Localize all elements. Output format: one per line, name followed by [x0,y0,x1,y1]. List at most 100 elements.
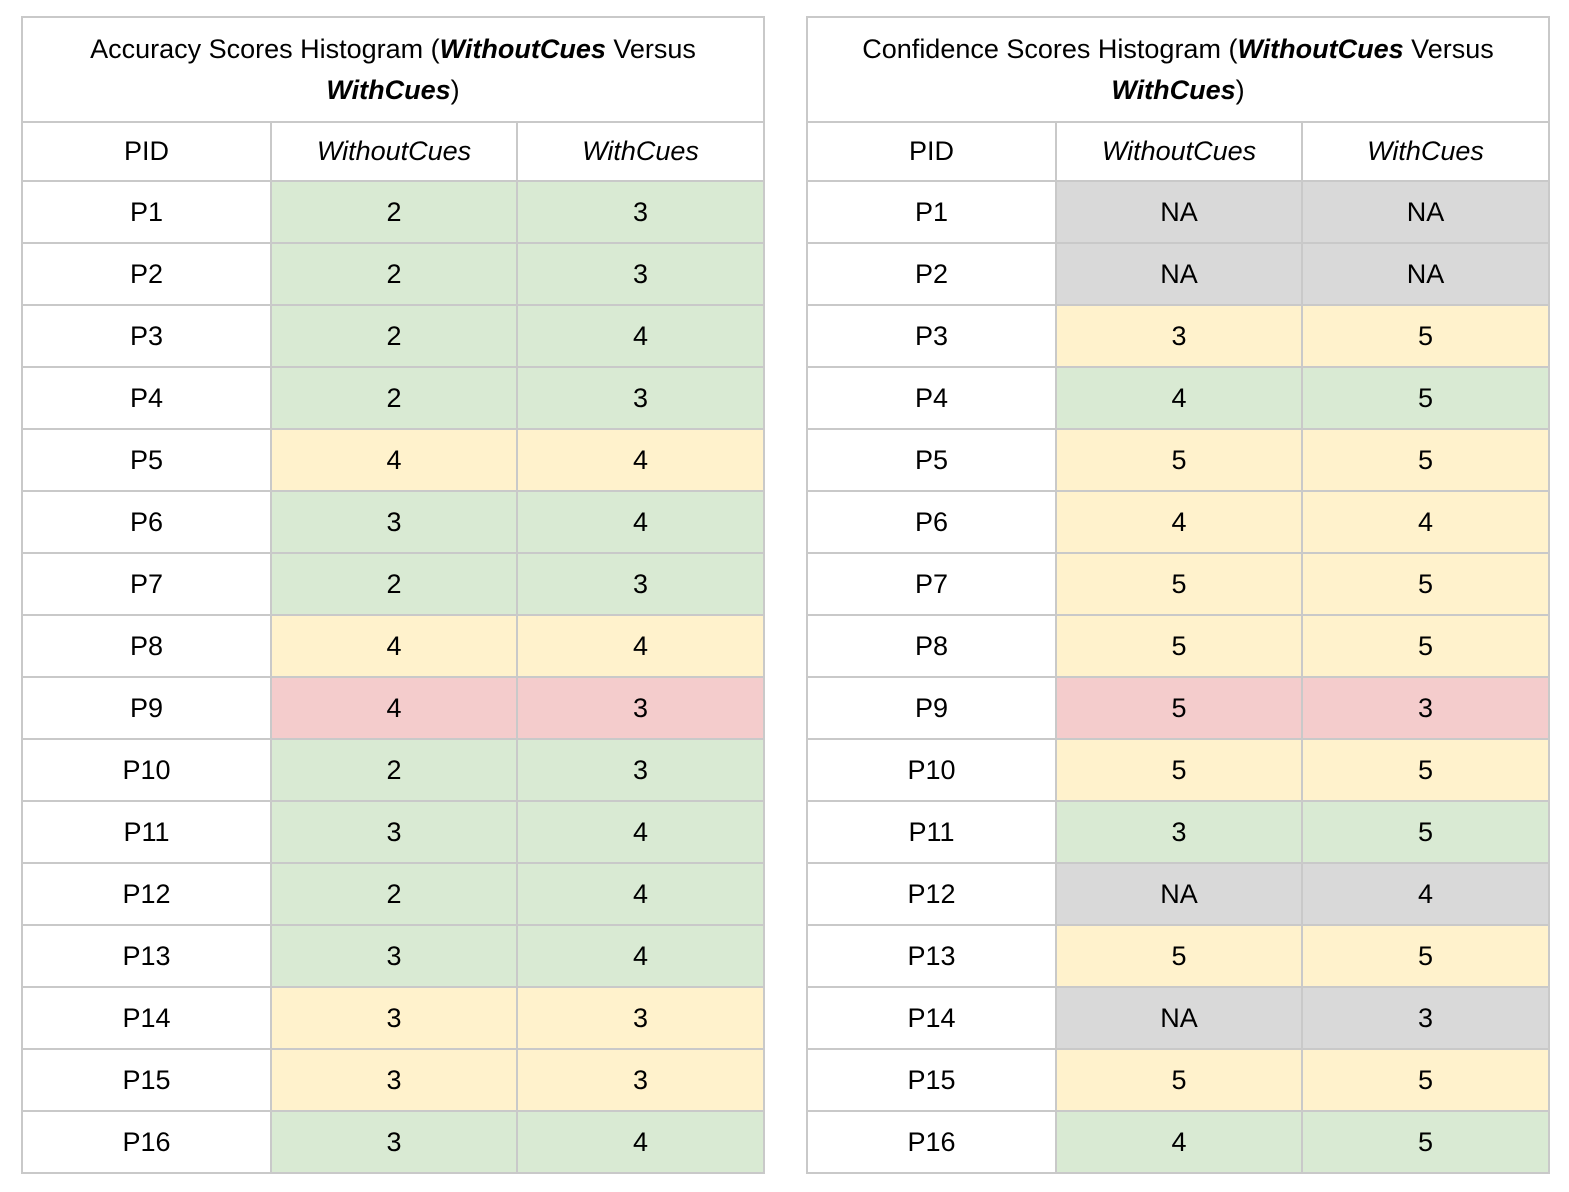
column-header-withcues: WithCues [516,121,765,182]
with-cues-value-cell: 4 [516,862,765,926]
confidence-table-body: P1 NA NA P2 NA NA P3 3 5 P4 4 5 P5 5 5 P6 4 4 P7 5 5 P8 5 5 P9 5 3… [806,180,1551,1174]
column-header-withoutcues: WithoutCues [270,121,518,182]
title-close-paren: ) [450,74,460,105]
without-cues-value-cell: 3 [270,986,518,1050]
with-cues-value-cell: 5 [1300,304,1551,368]
without-cues-value-cell: 5 [1055,738,1303,802]
without-cues-value-cell: 2 [270,304,518,368]
without-cues-value-cell: 2 [270,862,518,926]
without-cues-value-cell: 3 [270,924,518,988]
pid-cell: P15 [806,1048,1057,1112]
pid-cell: P5 [21,428,272,492]
confidence-table-title: Confidence Scores Histogram (WithoutCues… [805,16,1551,123]
without-cues-value-cell: 3 [1055,800,1303,864]
with-cues-value-cell: NA [1300,180,1551,244]
with-cues-value-cell: 4 [516,490,765,554]
without-cues-value-cell: 4 [1055,1110,1303,1174]
without-cues-value-cell: 2 [270,738,518,802]
confidence-header-row: PID WithoutCues WithCues [806,121,1551,182]
without-cues-value-cell: 5 [1055,676,1303,740]
with-cues-value-cell: 3 [516,738,765,802]
with-cues-value-cell: 5 [1300,1048,1551,1112]
without-cues-value-cell: 4 [1055,490,1303,554]
pid-cell: P6 [806,490,1057,554]
without-cues-value-cell: 2 [270,552,518,616]
column-header-pid: PID [21,121,272,182]
without-cues-value-cell: 4 [270,428,518,492]
title-withcues: WithCues [326,74,451,105]
column-header-pid: PID [806,121,1057,182]
with-cues-value-cell: 5 [1300,428,1551,492]
with-cues-value-cell: 4 [516,614,765,678]
pid-cell: P5 [806,428,1057,492]
without-cues-value-cell: 5 [1055,428,1303,492]
with-cues-value-cell: 5 [1300,924,1551,988]
table-row-p1: P1 NA NA [806,180,1551,244]
pid-cell: P15 [21,1048,272,1112]
without-cues-value-cell: 2 [270,242,518,306]
pid-cell: P14 [806,986,1057,1050]
accuracy-title-row: Accuracy Scores Histogram (WithoutCues V… [21,16,765,123]
with-cues-value-cell: NA [1300,242,1551,306]
without-cues-value-cell: NA [1055,986,1303,1050]
without-cues-value-cell: NA [1055,242,1303,306]
column-header-withcues: WithCues [1300,121,1551,182]
with-cues-value-cell: 5 [1300,800,1551,864]
pid-cell: P4 [806,366,1057,430]
with-cues-value-cell: 3 [516,180,765,244]
title-text: Confidence Scores Histogram ( [862,34,1238,64]
pid-cell: P1 [806,180,1057,244]
without-cues-value-cell: 3 [270,1048,518,1112]
with-cues-value-cell: 5 [1300,614,1551,678]
with-cues-value-cell: 3 [1300,986,1551,1050]
with-cues-value-cell: 3 [516,242,765,306]
with-cues-value-cell: 4 [516,924,765,988]
table-row-p14: P14 NA 3 [806,986,1551,1050]
pid-cell: P16 [806,1110,1057,1174]
with-cues-value-cell: 3 [516,1048,765,1112]
pid-cell: P2 [806,242,1057,306]
pid-cell: P2 [21,242,272,306]
pid-cell: P7 [806,552,1057,616]
table-row-p12: P12 2 4 [21,862,765,926]
pid-cell: P16 [21,1110,272,1174]
title-close-paren: ) [1235,74,1245,105]
table-row-p10: P10 5 5 [806,738,1551,802]
pid-cell: P14 [21,986,272,1050]
table-row-p15: P15 5 5 [806,1048,1551,1112]
table-row-p5: P5 4 4 [21,428,765,492]
table-row-p16: P16 3 4 [21,1110,765,1174]
accuracy-scores-table: Accuracy Scores Histogram (WithoutCues V… [21,16,765,1174]
with-cues-value-cell: 3 [516,676,765,740]
title-versus: Versus [605,34,696,64]
with-cues-value-cell: 5 [1300,366,1551,430]
table-row-p4: P4 2 3 [21,366,765,430]
table-row-p10: P10 2 3 [21,738,765,802]
table-row-p11: P11 3 4 [21,800,765,864]
with-cues-value-cell: 3 [1300,676,1551,740]
pid-cell: P8 [21,614,272,678]
table-row-p8: P8 5 5 [806,614,1551,678]
with-cues-value-cell: 4 [516,1110,765,1174]
pid-cell: P13 [21,924,272,988]
with-cues-value-cell: 4 [1300,490,1551,554]
without-cues-value-cell: 5 [1055,1048,1303,1112]
table-row-p5: P5 5 5 [806,428,1551,492]
without-cues-value-cell: NA [1055,180,1303,244]
pid-cell: P11 [806,800,1057,864]
table-row-p16: P16 4 5 [806,1110,1551,1174]
pid-cell: P7 [21,552,272,616]
table-row-p13: P13 5 5 [806,924,1551,988]
without-cues-value-cell: 5 [1055,552,1303,616]
with-cues-value-cell: 5 [1300,552,1551,616]
pid-cell: P3 [806,304,1057,368]
table-row-p9: P9 5 3 [806,676,1551,740]
table-row-p6: P6 3 4 [21,490,765,554]
without-cues-value-cell: 5 [1055,614,1303,678]
without-cues-value-cell: 3 [270,800,518,864]
pid-cell: P11 [21,800,272,864]
accuracy-header-row: PID WithoutCues WithCues [21,121,765,182]
accuracy-table-body: P1 2 3 P2 2 3 P3 2 4 P4 2 3 P5 4 4 P6 3 4 P7 2 3 P8 4 4 P9 4 3 P10 2… [21,180,765,1174]
title-withcues: WithCues [1111,74,1236,105]
title-withoutcues: WithoutCues [439,34,606,64]
